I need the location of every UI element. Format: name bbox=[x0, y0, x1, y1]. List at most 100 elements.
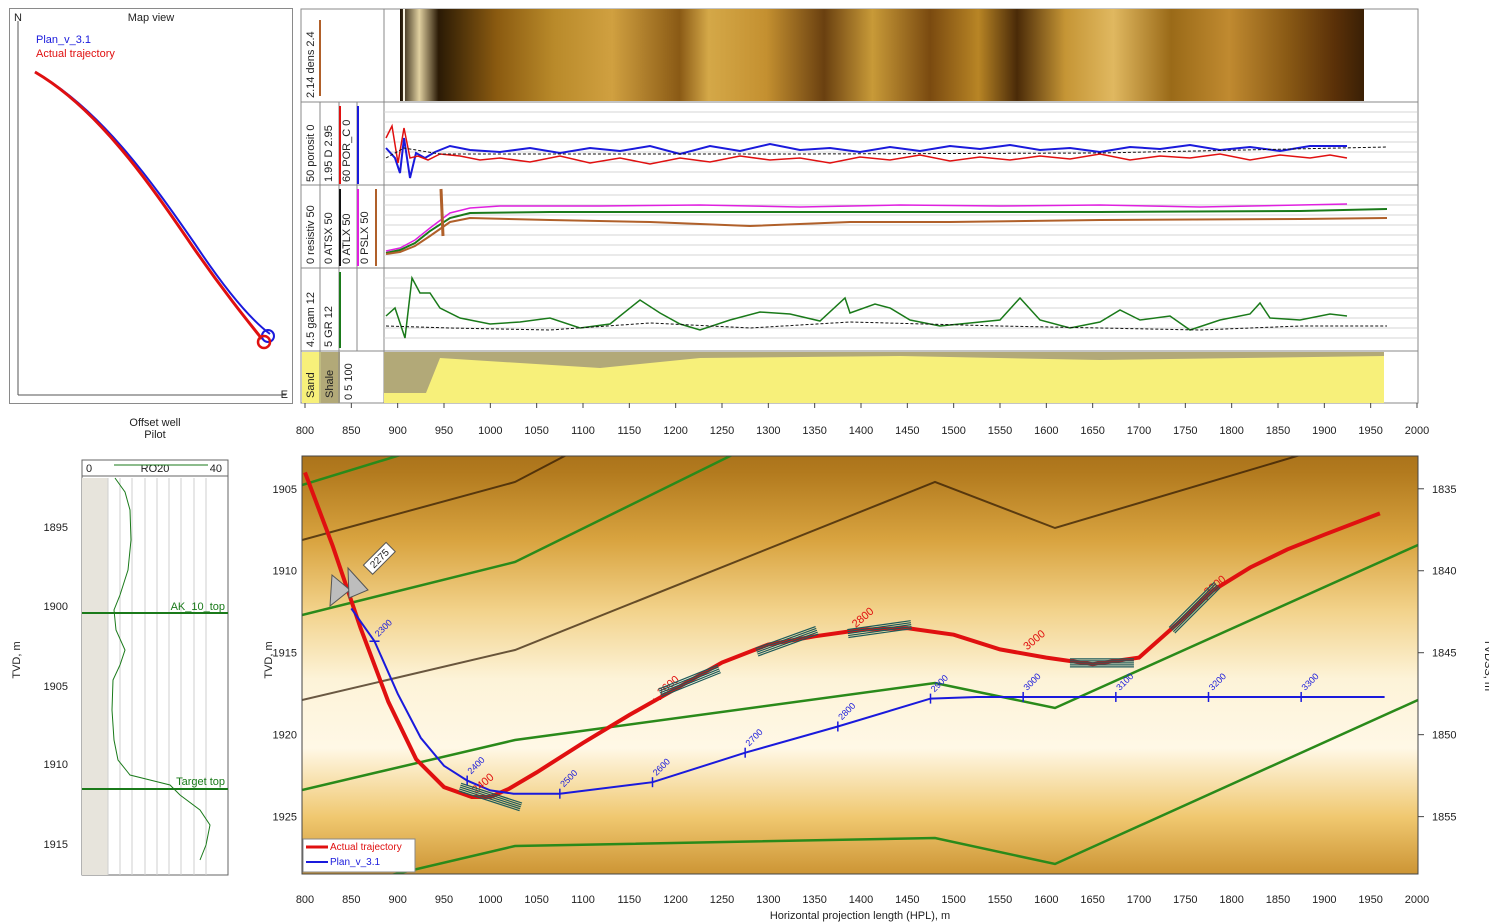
atsx-header: 0 ATSX 50 bbox=[323, 212, 335, 264]
offset-ylabel: TVD, m bbox=[11, 641, 23, 678]
y-left-tick-label: 1920 bbox=[273, 730, 297, 742]
gamma-curve bbox=[385, 275, 1348, 339]
x-bottom-tick-label: 1050 bbox=[524, 894, 548, 906]
y-axis-right-label: TVDSS, m bbox=[1482, 639, 1489, 691]
x-top-tick-label: 1900 bbox=[1312, 425, 1336, 437]
x-bottom-tick-label: 1500 bbox=[941, 894, 965, 906]
x-top-tick-label: 850 bbox=[342, 425, 360, 437]
dip-segment bbox=[847, 622, 912, 633]
lith-scale-header: 0 5 100 bbox=[343, 363, 355, 400]
x-bottom-tick-label: 2000 bbox=[1405, 894, 1429, 906]
porosity-curve-red bbox=[385, 123, 1348, 165]
x-top-tick-label: 1000 bbox=[478, 425, 502, 437]
map-title: Map view bbox=[127, 12, 175, 24]
layer-background bbox=[302, 456, 1418, 874]
offset-marker-target-label: Target top bbox=[176, 776, 225, 788]
porosity-curve-dashed bbox=[385, 146, 1388, 159]
dip-segment bbox=[661, 672, 721, 698]
resistivity-header: 0 resistiv 50 bbox=[305, 205, 317, 264]
dip-segment bbox=[1170, 583, 1217, 630]
offset-ro20-curve bbox=[111, 477, 211, 861]
x-bottom-tick-label: 1800 bbox=[1219, 894, 1243, 906]
x-top-tick-label: 1500 bbox=[941, 425, 965, 437]
y-right-tick-label: 1835 bbox=[1432, 484, 1456, 496]
porosity-curve-blue bbox=[385, 137, 1347, 179]
track-headers: 2.14 dens 2.4 50 porosit 0 1.95 D 2.95 6… bbox=[305, 31, 371, 400]
x-bottom-tick-label: 1300 bbox=[756, 894, 780, 906]
svg-text:1900: 1900 bbox=[44, 601, 68, 613]
dip-segment bbox=[659, 668, 720, 694]
dip-segment bbox=[757, 631, 818, 655]
offset-well-title: Offset well Pilot bbox=[80, 417, 230, 441]
x-bottom-tick-label: 1750 bbox=[1173, 894, 1197, 906]
x-bottom-tick-label: 1250 bbox=[710, 894, 734, 906]
gamma-curve-dashed bbox=[385, 321, 1387, 331]
x-top-tick-label: 1400 bbox=[849, 425, 873, 437]
dip-segment bbox=[1172, 585, 1220, 633]
x-top-tick-label: 1600 bbox=[1034, 425, 1058, 437]
x-top-tick-label: 1550 bbox=[988, 425, 1012, 437]
dip-segment bbox=[755, 625, 816, 649]
x-bottom-tick-label: 1150 bbox=[618, 894, 642, 906]
dip-segment bbox=[1174, 587, 1221, 634]
x-bottom-tick-label: 1450 bbox=[895, 894, 919, 906]
map-north-label: N bbox=[14, 12, 22, 24]
dip-segment bbox=[459, 788, 521, 810]
svg-text:1915: 1915 bbox=[44, 839, 68, 851]
svg-text:1895: 1895 bbox=[44, 522, 68, 534]
density-image bbox=[400, 9, 1364, 101]
x-top-tick-label: 1050 bbox=[524, 425, 548, 437]
x-top-tick-label: 1250 bbox=[710, 425, 734, 437]
offset-well-plot: 0 RO20 40 AK_10_top Target top 189519001… bbox=[11, 459, 229, 876]
sand-header: Sand bbox=[305, 372, 317, 398]
x-bottom-tick-label: 800 bbox=[296, 894, 314, 906]
atlx-header: 0 ATLX 50 bbox=[341, 213, 353, 264]
map-end-marker-actual bbox=[256, 334, 272, 350]
x-axis-label: Horizontal projection length (HPL), m bbox=[770, 910, 950, 922]
dip-segment bbox=[458, 790, 520, 812]
x-bottom-tick-label: 950 bbox=[435, 894, 453, 906]
dip-segment bbox=[1168, 581, 1215, 628]
x-top-tick-label: 1200 bbox=[663, 425, 687, 437]
x-top-tick-label: 800 bbox=[296, 425, 314, 437]
dip-segment bbox=[658, 666, 719, 692]
dark-band bbox=[302, 456, 1301, 701]
x-bottom-tick-label: 1200 bbox=[663, 894, 687, 906]
y-right-tick-label: 1850 bbox=[1432, 730, 1456, 742]
resistivity-curve-magenta bbox=[385, 203, 1348, 252]
dip-segment bbox=[658, 664, 718, 690]
x-top-tick-label: 900 bbox=[388, 425, 406, 437]
x-top-tick-label: 1950 bbox=[1358, 425, 1382, 437]
x-top-tick-label: 2000 bbox=[1405, 425, 1429, 437]
shale-header: Shale bbox=[324, 370, 336, 398]
x-top-tick-label: 1650 bbox=[1080, 425, 1104, 437]
map-legend-plan: Plan_v_3.1 bbox=[36, 34, 92, 46]
x-bottom-tick-label: 1550 bbox=[988, 894, 1012, 906]
map-actual-path bbox=[34, 70, 264, 340]
x-bottom-tick-label: 1650 bbox=[1080, 894, 1104, 906]
map-view-panel: Map view N E Plan_v_3.1 Actual trajector… bbox=[9, 8, 293, 404]
formation-lines bbox=[302, 456, 1418, 874]
x-bottom-tick-label: 1700 bbox=[1127, 894, 1151, 906]
resistivity-curve-green bbox=[385, 208, 1388, 254]
resistivity-curve-brown bbox=[385, 216, 1388, 255]
x-top-tick-label: 1150 bbox=[618, 425, 642, 437]
svg-text:1910: 1910 bbox=[44, 759, 68, 771]
x-bottom-tick-label: 850 bbox=[342, 894, 360, 906]
x-top-tick-label: 950 bbox=[435, 425, 453, 437]
x-bottom-tick-label: 1600 bbox=[1034, 894, 1058, 906]
dip-segment bbox=[847, 624, 912, 635]
dark-band-2 bbox=[302, 456, 567, 541]
y-right-tick-label: 1855 bbox=[1432, 812, 1456, 824]
pslx-header: 0 PSLX 50 bbox=[359, 211, 371, 264]
lithology-shale bbox=[384, 352, 1384, 393]
offset-marker-ak10-label: AK_10_top bbox=[171, 601, 225, 613]
dens-header: 2.14 dens 2.4 bbox=[305, 31, 317, 98]
x-bottom-tick-label: 900 bbox=[388, 894, 406, 906]
x-top-tick-label: 1850 bbox=[1266, 425, 1290, 437]
offset-scale-max: 40 bbox=[210, 463, 222, 475]
offset-curve-name: RO20 bbox=[141, 463, 170, 475]
porc-header: 60 POR_C 0 bbox=[341, 120, 353, 182]
dip-segment bbox=[1171, 584, 1218, 631]
